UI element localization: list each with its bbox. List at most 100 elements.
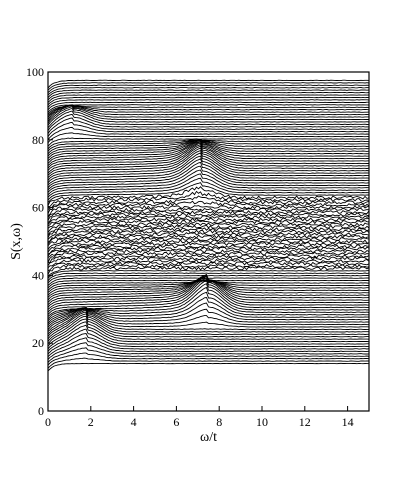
spectrum-curve xyxy=(47,286,370,320)
y-axis: 0 20 40 60 80 100 xyxy=(26,65,53,418)
spectrum-curve xyxy=(47,328,370,352)
spectrum-curve xyxy=(47,297,370,324)
spectrum-curve xyxy=(47,229,370,240)
spectrum-curve xyxy=(47,362,370,372)
x-tick-label: 14 xyxy=(342,415,354,429)
spectrum-curve xyxy=(47,190,370,207)
spectra-curves xyxy=(47,79,370,372)
x-tick-label: 8 xyxy=(216,415,222,429)
spectrum-curve xyxy=(47,141,370,169)
spectrum-curve xyxy=(47,132,370,144)
spectrum-curve xyxy=(47,315,369,342)
spectrum-curve xyxy=(47,241,370,253)
spectrum-curve xyxy=(47,173,370,198)
x-tick-label: 12 xyxy=(299,415,311,429)
spectrum-curve xyxy=(47,283,370,318)
spectrum-curve xyxy=(47,186,370,206)
spectrum-curve xyxy=(47,161,370,191)
spectrum-curve xyxy=(47,277,369,286)
spectrum-curve xyxy=(47,126,370,140)
spectrum-curve xyxy=(47,89,370,99)
spectrum-curve xyxy=(47,277,370,313)
spectrum-curve xyxy=(47,352,370,366)
spectrum-curve xyxy=(47,270,370,279)
spectrum-curve xyxy=(47,139,370,162)
spectrum-curve xyxy=(47,139,370,157)
spectrum-curve xyxy=(47,113,370,131)
spectrum-curve xyxy=(47,105,369,122)
spectrum-curve xyxy=(47,104,370,113)
spectrum-curve xyxy=(47,214,370,225)
spectrum-curve xyxy=(47,232,370,243)
spectrum-curve xyxy=(47,275,370,310)
spectrum-curve xyxy=(47,333,370,355)
spectrum-curve xyxy=(47,169,370,196)
spectrum-curve xyxy=(47,258,370,269)
spectrum-curve xyxy=(47,311,369,337)
y-tick-label: 100 xyxy=(26,65,44,79)
spectrum-curve xyxy=(47,244,369,255)
spectrum-curve xyxy=(47,279,370,315)
x-tick-label: 0 xyxy=(45,415,51,429)
spectrum-curve xyxy=(47,139,370,159)
spectrum-curve xyxy=(47,308,370,333)
spectrum-curve xyxy=(47,357,370,369)
spectrum-curve xyxy=(47,177,370,201)
spectrum-curve xyxy=(47,279,370,293)
spectrum-curve xyxy=(47,91,370,101)
x-tick-label: 6 xyxy=(173,415,179,429)
spectrum-curve xyxy=(47,310,369,335)
y-tick-label: 20 xyxy=(32,336,44,350)
spectrum-curve xyxy=(47,337,370,358)
spectrum-curve xyxy=(47,207,370,219)
spectrum-curve xyxy=(47,158,369,189)
y-tick-label: 0 xyxy=(38,404,44,418)
spectrum-curve xyxy=(47,347,370,363)
spectrum-curve xyxy=(47,280,370,291)
spectrum-curve xyxy=(47,249,370,259)
spectrum-curve xyxy=(47,137,370,147)
spectrum-curve xyxy=(47,253,370,264)
spectrum-curve xyxy=(47,96,370,106)
x-tick-label: 4 xyxy=(131,415,137,429)
spectrum-curve xyxy=(47,275,370,284)
y-tick-label: 40 xyxy=(32,268,44,282)
spectrum-curve xyxy=(47,139,370,152)
spectrum-curve xyxy=(47,117,370,134)
spectrum-curve xyxy=(47,236,370,247)
spectrum-curve xyxy=(47,200,370,214)
spectrum-curve xyxy=(47,145,370,176)
x-tick-label: 2 xyxy=(88,415,94,429)
spectrum-curve xyxy=(47,139,370,164)
spectrum-curve xyxy=(47,143,370,171)
spectrum-curve xyxy=(47,302,370,326)
x-axis: 0 2 4 6 8 10 12 14 xyxy=(45,406,354,429)
spectrum-curve xyxy=(47,217,370,227)
x-axis-label: ω/t xyxy=(200,430,217,445)
spectrum-curve xyxy=(47,272,370,282)
spectrum-curve xyxy=(47,204,370,217)
spectrum-curve xyxy=(47,105,370,115)
spectrum-curve xyxy=(47,139,370,150)
spectrum-curve xyxy=(47,263,370,275)
spectrum-curve xyxy=(47,107,370,126)
spectrum-curve xyxy=(47,140,370,167)
spectrum-curve xyxy=(47,266,370,278)
spectrum-curve xyxy=(47,121,369,137)
spectrum-curve xyxy=(47,152,370,184)
spectrum-curve xyxy=(47,324,369,350)
spectrum-curve xyxy=(47,139,370,155)
spectrum-curve xyxy=(47,110,370,129)
spectrum-curve xyxy=(47,101,369,111)
spectrum-curve xyxy=(47,318,370,345)
spectrum-curve xyxy=(47,144,370,174)
spectrum-curve xyxy=(47,165,370,193)
spectrum-curve xyxy=(47,224,370,236)
spectrum-curve xyxy=(47,106,370,124)
spectrum-curve xyxy=(47,79,370,89)
spectrum-curve xyxy=(47,219,370,229)
spectrum-curve xyxy=(47,99,370,108)
spectrum-curve xyxy=(47,313,369,340)
spectrum-curve xyxy=(47,212,370,224)
